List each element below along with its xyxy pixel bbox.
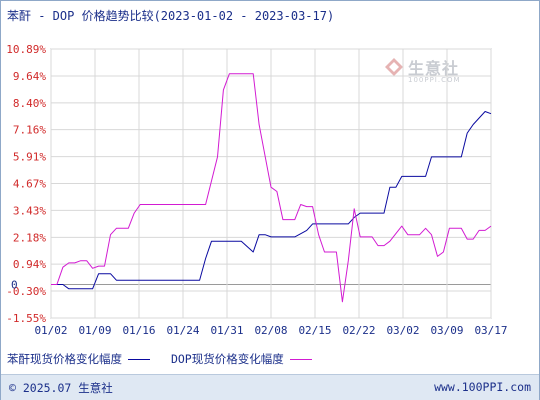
series-line-dop bbox=[51, 73, 492, 303]
watermark-logo-icon bbox=[385, 58, 403, 76]
legend-item-phthalic-anhydride: 苯酐现货价格变化幅度 bbox=[7, 351, 150, 367]
y-tick-label: 5.91% bbox=[13, 151, 46, 164]
series-line-phthalic-anhydride bbox=[51, 111, 492, 290]
y-tick-label: 2.18% bbox=[13, 231, 46, 244]
legend-swatch bbox=[289, 359, 312, 360]
x-tick-label: 03/09 bbox=[430, 324, 463, 337]
x-tick-label: 01/02 bbox=[34, 324, 67, 337]
x-tick-label: 02/22 bbox=[342, 324, 375, 337]
legend-swatch bbox=[128, 359, 150, 360]
footer: © 2025.07 生意社 www.100PPI.com bbox=[1, 374, 539, 400]
legend-label: DOP现货价格变化幅度 bbox=[170, 352, 284, 366]
y-tick-label: 3.43% bbox=[13, 204, 46, 217]
zero-label: 0 bbox=[11, 278, 18, 291]
y-tick-label: 8.40% bbox=[13, 97, 46, 110]
legend: 苯酐现货价格变化幅度 DOP现货价格变化幅度 bbox=[7, 351, 326, 367]
y-tick-label: 10.89% bbox=[6, 43, 46, 56]
line-chart: 10.89% 9.64% 8.40% 7.16% 5.91% 4.67% 3.43% 2.18… bbox=[6, 43, 507, 337]
watermark-subtext: 100PPI.COM bbox=[408, 76, 461, 84]
x-tick-label: 01/24 bbox=[166, 324, 199, 337]
y-tick-label: 7.16% bbox=[13, 124, 46, 137]
legend-item-dop: DOP现货价格变化幅度 bbox=[171, 351, 312, 367]
x-tick-label: 01/31 bbox=[210, 324, 243, 337]
x-tick-label: 02/15 bbox=[298, 324, 331, 337]
footer-site-link[interactable]: www.100PPI.com bbox=[434, 380, 531, 394]
y-tick-label: -1.55% bbox=[6, 312, 46, 325]
watermark: 生意社 100PPI.COM bbox=[384, 55, 484, 91]
x-tick-label: 03/17 bbox=[474, 324, 507, 337]
y-tick-label: 0.94% bbox=[13, 258, 46, 271]
x-tick-label: 01/16 bbox=[122, 324, 155, 337]
y-tick-label: 9.64% bbox=[13, 70, 46, 83]
y-tick-label: 4.67% bbox=[13, 178, 46, 191]
y-tick-label: -0.30% bbox=[6, 285, 46, 298]
x-tick-label: 01/09 bbox=[78, 324, 111, 337]
x-tick-label: 03/02 bbox=[386, 324, 419, 337]
watermark-text: 生意社 bbox=[408, 59, 460, 78]
x-tick-label: 02/08 bbox=[254, 324, 287, 337]
legend-label: 苯酐现货价格变化幅度 bbox=[7, 352, 122, 366]
footer-copyright: © 2025.07 生意社 bbox=[9, 381, 113, 395]
chart-title: 苯酐 - DOP 价格趋势比较(2023-01-02 - 2023-03-17) bbox=[7, 9, 335, 23]
